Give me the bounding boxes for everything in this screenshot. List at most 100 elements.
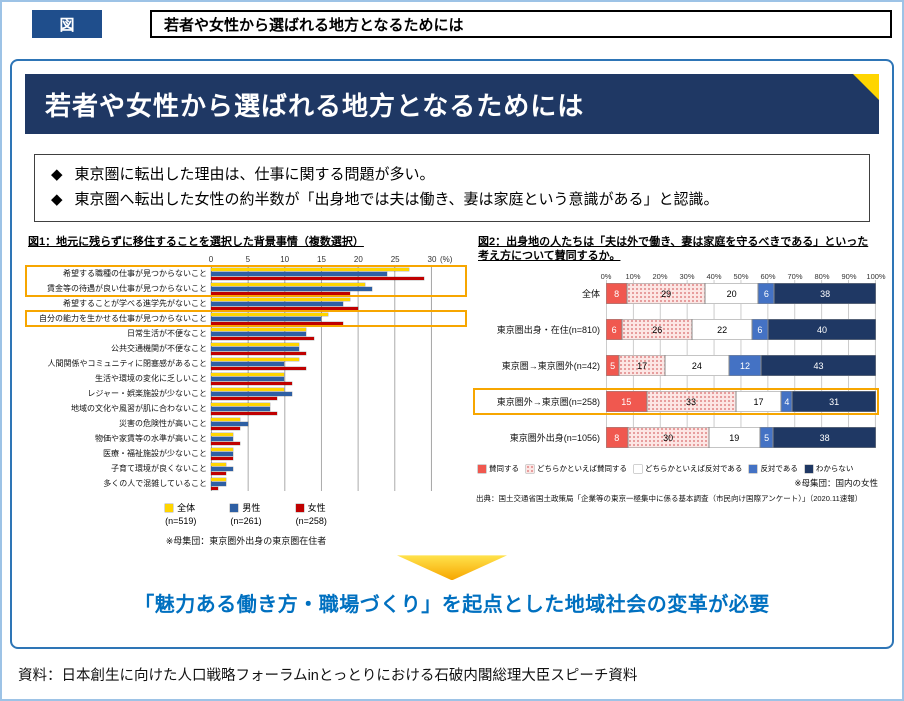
figure1-category-label: 賃金等の待遇が良い仕事が見つからないこと: [47, 284, 207, 294]
figure1-bar: [211, 317, 321, 321]
figure1-bar: [211, 362, 285, 366]
figure1-bar-row: 生活や環境の変化に乏しいこと: [26, 371, 466, 387]
figure1-bar-row: 自分の能力を生かせる仕事が見つからないこと: [26, 311, 466, 327]
source-note: 資料：日本創生に向けた人口戦略フォーラムinとっとりにおける石破内閣総理大臣スピ…: [18, 668, 638, 684]
x-axis-tick: 10%: [625, 272, 641, 282]
conclusion-text: 「魅力ある働き方・職場づくり」を起点とした地域社会の変革が必要: [134, 594, 770, 617]
figure2-segment: 5: [606, 355, 620, 377]
down-arrow-icon: [397, 555, 507, 581]
figure1-category-label: 地域の文化や風習が肌に合わないこと: [71, 404, 207, 414]
figure1-bar: [211, 402, 270, 407]
figure2-legend-item: どちらかといえば賛同する: [526, 463, 627, 474]
figure2-chart: 図2：出身地の人たちは「夫は外で働き、妻は家庭を守るべきである」といった考え方に…: [473, 235, 886, 548]
legend-label: どちらかといえば反対である: [645, 464, 743, 474]
figure1-legend: 全体 (n=519) 男性 (n=261) 女性 (n=258): [26, 501, 466, 526]
figure1-bar: [211, 332, 307, 336]
figure1-bar: [211, 392, 292, 396]
figure1-highlight-box: 希望する職種の仕事が見つからないこと賃金等の待遇が良い仕事が見つからないこと: [25, 265, 467, 298]
legend-label: 男性: [242, 503, 261, 514]
x-axis-tick: 40%: [706, 272, 722, 282]
x-axis-tick: 100%: [866, 272, 886, 282]
figure1-bar: [211, 321, 343, 326]
figure1-bar: [211, 312, 329, 317]
figure2-category-label: 東京圏外→東京圏(n=258): [496, 397, 600, 408]
legend-swatch-icon: [295, 503, 304, 512]
figure2-segment: 29: [627, 283, 705, 305]
x-axis-tick: 5: [245, 255, 251, 265]
x-axis-tick: 80%: [814, 272, 830, 282]
figure2-category-label: 全体: [581, 289, 600, 300]
x-axis-tick: 90%: [841, 272, 857, 282]
x-axis-tick: 0%: [600, 272, 612, 282]
figure1-bars: [211, 446, 432, 462]
figure1-category-label: レジャー・娯楽施設が少ないこと: [87, 389, 207, 399]
figure1-bars: [211, 461, 432, 477]
figure1-category-label: 公共交通機関が不便なこと: [111, 344, 207, 354]
figure1-bar: [211, 422, 248, 426]
legend-swatch-icon: [230, 503, 239, 512]
figure1-bar: [211, 351, 307, 356]
figure1-legend-item: 全体 (n=519): [165, 501, 196, 526]
figure1-bar: [211, 417, 241, 422]
figure1-bar: [211, 467, 233, 471]
figure2-plot: 全体 8 29 20 6 38 東京圏出身・在住(n=810) 6 26 22 6 40 東京圏→東京圏…: [473, 280, 879, 449]
figure1-bar-row: 希望することが学べる進学先がないこと: [26, 296, 466, 312]
figure1-bar: [211, 306, 358, 311]
banner-title: 若者や女性から選ばれる地方となるためには: [45, 90, 585, 121]
x-axis-tick: 60%: [760, 272, 776, 282]
figure1-bar: [211, 396, 277, 401]
figure1-bar: [211, 282, 365, 287]
legend-label: どちらかといえば賛同する: [537, 464, 627, 474]
figure1-bar-row: 多くの人で混雑していること: [26, 476, 466, 492]
legend-swatch-icon: [478, 464, 486, 473]
key-point-text: 東京圏に転出した理由は、仕事に関する問題が多い。: [74, 166, 435, 183]
figure1-bar: [211, 297, 351, 302]
figure1-bar-row: 医療・福祉施設が少ないこと: [26, 446, 466, 462]
figure1-bar: [211, 336, 314, 341]
legend-label: 賛同する: [489, 464, 519, 474]
figure2-segment: 5: [759, 427, 774, 449]
figure2-segment: 8: [606, 427, 628, 449]
x-axis-tick: 30%: [679, 272, 695, 282]
figure2-segment: 20: [704, 283, 759, 305]
figure1-highlight-box: 自分の能力を生かせる仕事が見つからないこと: [25, 310, 467, 328]
figure2-segment: 19: [708, 427, 760, 449]
figure1-bar-row: 物価や家賃等の水準が高いこと: [26, 431, 466, 447]
figure-tag: 図: [32, 10, 102, 38]
figure1-title: 図1：地元に残らずに移住することを選択した背景事情（複数選択）: [28, 235, 364, 248]
figure2-segment: 22: [692, 319, 752, 341]
figure1-bar: [211, 366, 307, 371]
top-header: 図 若者や女性から選ばれる地方となるためには: [32, 10, 892, 38]
page-title: 若者や女性から選ばれる地方となるためには: [150, 10, 892, 38]
figure2-rows: 全体 8 29 20 6 38 東京圏出身・在住(n=810) 6 26 22 6 40 東京圏→東京圏…: [473, 283, 879, 449]
figure1-category-label: 希望する職種の仕事が見つからないこと: [63, 269, 207, 279]
x-axis-tick: 20%: [652, 272, 668, 282]
figure1-category-label: 物価や家賃等の水準が高いこと: [95, 434, 207, 444]
figure1-bars: [211, 416, 432, 432]
figure2-segment: 6: [751, 319, 768, 341]
figure1-legend-item: 女性 (n=258): [295, 501, 327, 526]
figure1-bar-row: 公共交通機関が不便なこと: [26, 341, 466, 357]
figure2-bar-row: 東京圏出身・在住(n=810) 6 26 22 6 40: [476, 319, 876, 341]
figure1-bars: [211, 371, 432, 387]
figure2-segment: 38: [773, 427, 876, 449]
figure2-segment: 6: [758, 283, 775, 305]
figure1-bar: [211, 407, 270, 411]
figure2-stacked-bar: 5 17 24 12 43: [606, 355, 876, 377]
x-axis-tick: 50%: [733, 272, 749, 282]
legend-swatch-icon: [749, 464, 758, 473]
figure2-segment: 15: [606, 391, 647, 413]
figure1-bar: [211, 381, 292, 386]
figure2-category-label: 東京圏出身・在住(n=810): [496, 325, 600, 336]
figure1-bar: [211, 372, 285, 377]
figure2-note: ※母集団：国内の女性: [794, 478, 878, 489]
legend-label: わからない: [815, 464, 854, 474]
figure2-title: 図2：出身地の人たちは「夫は外で働き、妻は家庭を守るべきである」といった考え方に…: [478, 235, 869, 263]
figure1-bar-row: 人間関係やコミュニティに閉塞感があること: [26, 356, 466, 372]
figure2-legend-item: 反対である: [749, 463, 798, 474]
figure1-bar-row: 地域の文化や風習が肌に合わないこと: [26, 401, 466, 417]
figure1-category-label: 人間関係やコミュニティに閉塞感があること: [47, 359, 207, 369]
legend-label: 反対である: [760, 464, 798, 474]
figure1-x-axis: 0 5 10 15 20 25 30 (%): [209, 255, 453, 266]
figure1-bar-row: 賃金等の待遇が良い仕事が見つからないこと: [26, 281, 466, 297]
